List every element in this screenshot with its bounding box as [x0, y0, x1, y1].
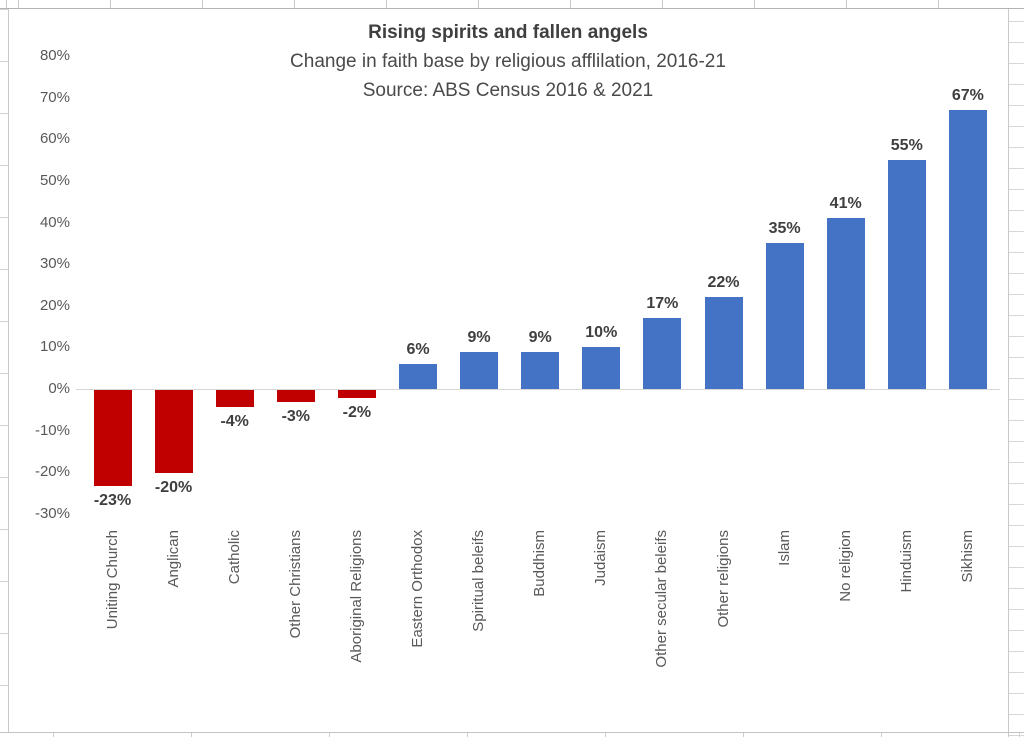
category-label-islam: Islam [775, 530, 793, 566]
bar-other-religions[interactable] [704, 297, 743, 389]
y-axis-tick-label: 20% [39, 296, 70, 314]
chart-title: Rising spirits and fallen angels [368, 22, 648, 43]
bar-uniting-church[interactable] [93, 390, 132, 486]
bar-value-label: -2% [342, 404, 372, 422]
bar-eastern-orthodox[interactable] [399, 364, 437, 389]
y-axis-tick-label: 50% [39, 172, 70, 189]
category-label-buddhism: Buddhism [531, 530, 549, 597]
bar-value-label: -20% [154, 479, 193, 497]
category-label-sikhism: Sikhism [958, 530, 976, 583]
spreadsheet-gridlines-bottom [0, 732, 1024, 737]
bar-value-label: 6% [406, 341, 430, 359]
bar-judaism[interactable] [582, 347, 621, 389]
category-label-other-secular-beleifs: Other secular beleifs [653, 530, 671, 668]
chart-title-block: Rising spirits and fallen angels Change … [8, 18, 1008, 105]
category-label-hinduism: Hinduism [897, 530, 915, 593]
bar-value-label: 67% [951, 87, 984, 105]
y-axis-tick-label: -20% [34, 463, 70, 481]
bar-value-label: 9% [467, 328, 491, 346]
category-label-eastern-orthodox: Eastern Orthodox [409, 530, 426, 648]
bar-other-secular-beleifs[interactable] [643, 318, 682, 389]
bar-value-label: -4% [220, 412, 249, 430]
bar-value-label: 9% [528, 328, 552, 346]
category-label-spiritual-beleifs: Spiritual beleifs [470, 530, 488, 632]
y-axis-tick-label: 60% [39, 130, 70, 148]
bar-value-label: -23% [93, 491, 132, 509]
category-label-aboriginal-religions: Aboriginal Religions [347, 530, 365, 663]
bar-catholic[interactable] [215, 390, 254, 407]
category-label-anglican: Anglican [164, 530, 182, 588]
chart-source: Source: ABS Census 2016 & 2021 [362, 80, 654, 101]
y-axis-tick-label: 80% [39, 47, 70, 65]
bar-value-label: 17% [646, 295, 679, 313]
y-axis-tick-label: 10% [39, 338, 70, 356]
bar-aboriginal-religions[interactable] [337, 390, 376, 399]
category-label-uniting-church: Uniting Church [103, 530, 121, 630]
bar-hinduism[interactable] [887, 160, 926, 389]
category-label-no-religion: No religion [836, 530, 854, 602]
bar-no-religion[interactable] [826, 218, 865, 389]
y-axis-tick-label: 0% [48, 380, 70, 397]
bar-sikhism[interactable] [948, 110, 987, 389]
spreadsheet-gridlines-left [0, 9, 9, 732]
x-axis-line [76, 389, 1000, 390]
bar-value-label: 41% [829, 195, 862, 213]
category-label-other-christians: Other Christians [286, 530, 304, 639]
y-axis-tick-label: 30% [39, 255, 70, 273]
chart-subtitle: Change in faith base by religious afflil… [290, 51, 726, 72]
bar-buddhism[interactable] [521, 351, 560, 389]
category-label-other-religions: Other religions [714, 530, 732, 628]
y-axis-tick-label: 40% [39, 213, 70, 231]
y-axis-tick-label: -10% [34, 421, 70, 439]
bar-value-label: 22% [707, 274, 740, 292]
y-axis-tick-label: 70% [39, 88, 70, 106]
bar-value-label: 55% [890, 137, 923, 155]
bar-other-christians[interactable] [276, 390, 315, 403]
bar-spiritual-beleifs[interactable] [460, 351, 499, 389]
category-label-judaism: Judaism [592, 530, 610, 586]
bar-value-label: 35% [768, 220, 801, 238]
category-label-catholic: Catholic [225, 530, 243, 585]
y-axis-tick-label: -30% [34, 504, 70, 522]
bar-value-label: 10% [585, 324, 618, 342]
bar-islam[interactable] [765, 243, 804, 389]
bar-anglican[interactable] [154, 390, 193, 474]
spreadsheet-gridlines-right [1008, 9, 1024, 737]
spreadsheet-gridlines-top [0, 0, 1024, 9]
bar-value-label: -3% [281, 408, 311, 426]
